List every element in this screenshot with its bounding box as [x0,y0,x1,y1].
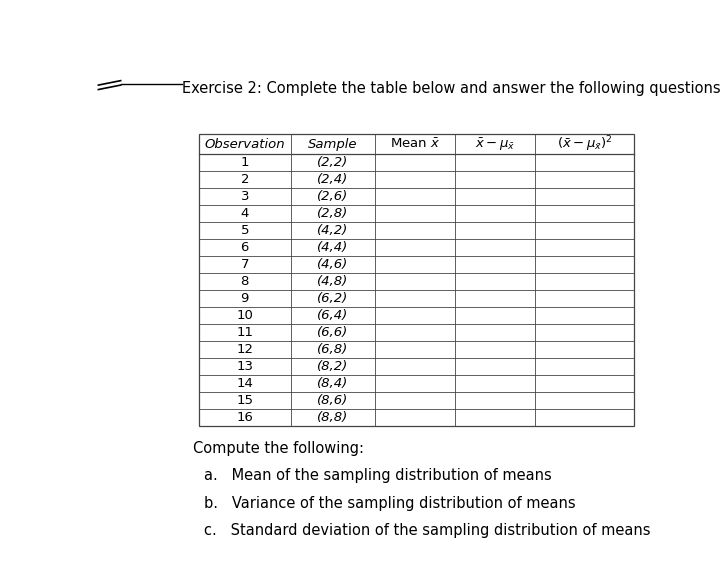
Text: 7: 7 [240,258,249,271]
Text: (6,6): (6,6) [318,326,348,339]
Text: Sample: Sample [308,138,358,151]
Text: Exercise 2: Complete the table below and answer the following questions:: Exercise 2: Complete the table below and… [182,80,720,96]
Text: c.   Standard deviation of the sampling distribution of means: c. Standard deviation of the sampling di… [204,523,651,538]
Text: (4,8): (4,8) [318,275,348,288]
Text: 6: 6 [240,241,249,254]
Text: (8,8): (8,8) [318,411,348,424]
Text: $\bar{x} - \mu_{\bar{x}}$: $\bar{x} - \mu_{\bar{x}}$ [474,136,516,153]
Text: (2,6): (2,6) [318,190,348,203]
Text: 5: 5 [240,224,249,237]
Text: 1: 1 [240,156,249,170]
Bar [199,134,634,426]
Text: 4: 4 [240,207,249,220]
Text: 16: 16 [236,411,253,424]
Text: (4,2): (4,2) [318,224,348,237]
Text: 11: 11 [236,326,253,339]
Text: Compute the following:: Compute the following: [193,441,364,456]
Text: Mean $\bar{x}$: Mean $\bar{x}$ [390,137,441,151]
Text: (8,4): (8,4) [318,377,348,390]
Text: (2,4): (2,4) [318,173,348,186]
Text: 10: 10 [236,309,253,322]
Text: 9: 9 [240,292,249,305]
Text: Observation: Observation [204,138,285,151]
Text: (4,6): (4,6) [318,258,348,271]
Text: 15: 15 [236,394,253,406]
Text: (2,2): (2,2) [318,156,348,170]
Text: $(\bar{x} - \mu_{\bar{x}})^2$: $(\bar{x} - \mu_{\bar{x}})^2$ [557,134,612,154]
Text: (8,6): (8,6) [318,394,348,406]
Text: (6,2): (6,2) [318,292,348,305]
Text: 2: 2 [240,173,249,186]
Text: 14: 14 [236,377,253,390]
Text: a.   Mean of the sampling distribution of means: a. Mean of the sampling distribution of … [204,468,552,483]
Text: 13: 13 [236,360,253,373]
Text: 3: 3 [240,190,249,203]
Text: (2,8): (2,8) [318,207,348,220]
Text: (8,2): (8,2) [318,360,348,373]
Text: 8: 8 [240,275,249,288]
Text: (4,4): (4,4) [318,241,348,254]
Text: 12: 12 [236,343,253,356]
Text: b.   Variance of the sampling distribution of means: b. Variance of the sampling distribution… [204,496,576,511]
Text: (6,8): (6,8) [318,343,348,356]
Text: (6,4): (6,4) [318,309,348,322]
